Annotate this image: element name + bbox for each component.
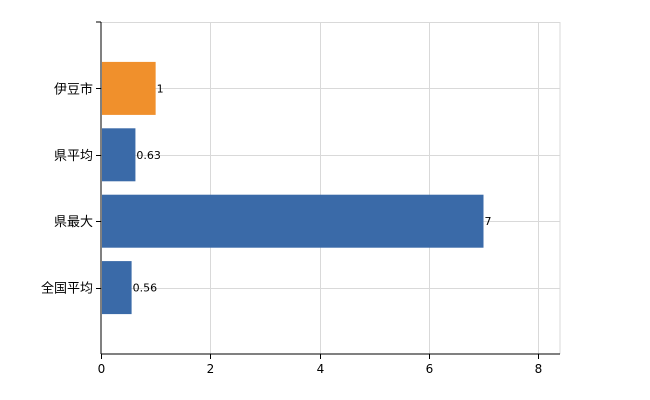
x-tick-label: 0	[98, 362, 106, 376]
data-label: 1	[157, 82, 164, 95]
bar	[102, 261, 132, 315]
data-label: 7	[485, 215, 492, 228]
bar	[102, 61, 156, 115]
data-label: 0.56	[133, 282, 158, 295]
category-label: 伊豆市	[54, 81, 93, 97]
x-tick-label: 2	[207, 362, 215, 376]
bar	[102, 194, 484, 248]
x-tick-label: 6	[426, 362, 434, 376]
category-label: 県平均	[54, 149, 93, 164]
data-label: 0.63	[136, 149, 161, 162]
category-label: 全国平均	[41, 281, 93, 297]
axes	[96, 21, 560, 359]
bar	[102, 128, 136, 182]
x-tick-label: 4	[317, 362, 325, 376]
x-tick-label: 8	[535, 362, 543, 376]
bars	[102, 61, 484, 315]
grid-lines	[101, 22, 561, 354]
category-label: 県最大	[54, 215, 93, 230]
labels: 0 2 4 6 8 伊豆市 1 県平均 0.63 県最大 7 全国平均 0.56	[41, 81, 542, 376]
